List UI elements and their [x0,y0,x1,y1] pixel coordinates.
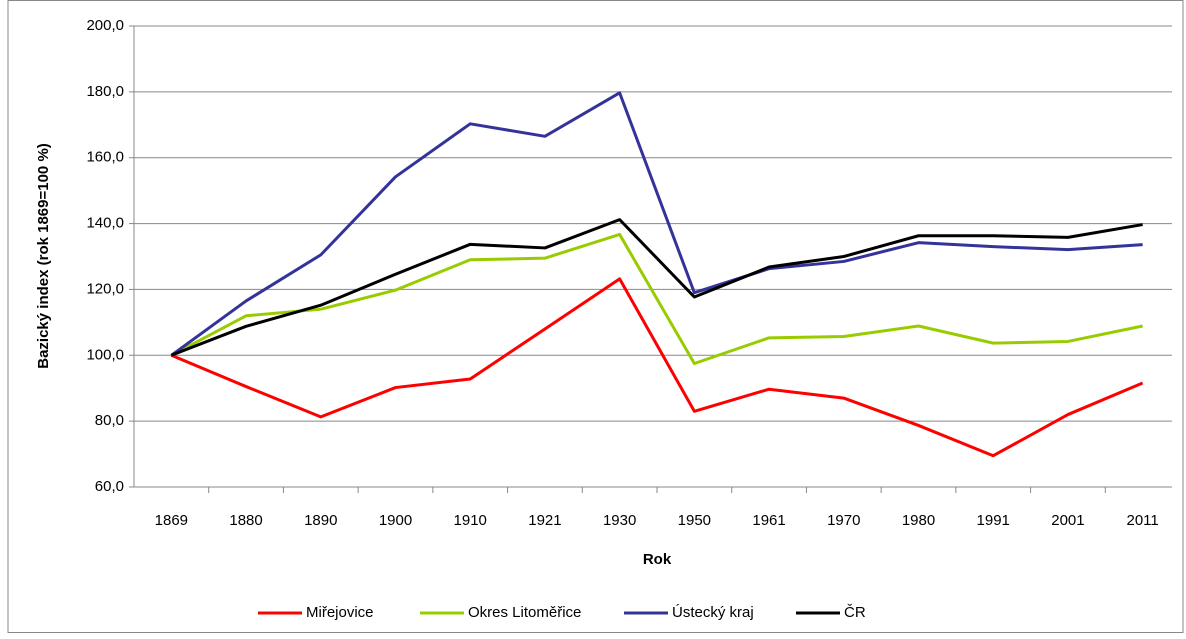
series-line [170,218,1143,357]
x-tick-label: 1980 [902,512,935,529]
y-tick-label: 80,0 [95,412,124,429]
series-line [170,232,1143,366]
y-tick-label: 60,0 [95,478,124,495]
y-axis-title: Bazický index (rok 1869=100 %) [35,143,52,369]
x-tick-label: 1900 [379,512,412,529]
y-tick-label: 120,0 [86,280,124,297]
legend-label: Okres Litoměřice [468,604,581,621]
y-tick-label: 140,0 [86,215,124,232]
y-tick-label: 200,0 [86,17,124,34]
x-tick-label: 1921 [528,512,561,529]
legend-label: Ústecký kraj [672,604,754,621]
x-tick-label: 2011 [1127,512,1159,529]
legend-label: ČR [844,604,866,621]
x-tick-label: 1950 [678,512,711,529]
series-line [170,277,1144,458]
x-tick-label: 1970 [827,512,860,529]
x-tick-label: 1961 [752,512,785,529]
y-tick-label: 180,0 [86,83,124,100]
x-tick-label: 1880 [229,512,262,529]
y-tick-label: 160,0 [86,149,124,166]
y-tick-label: 100,0 [86,346,124,363]
x-tick-label: 1930 [603,512,636,529]
x-axis-title: Rok [643,551,672,568]
legend-label: Miřejovice [306,604,374,621]
chart-border [7,0,1184,633]
x-tick-label: 1890 [304,512,337,529]
x-tick-label: 1869 [155,512,188,529]
x-tick-label: 2001 [1051,512,1084,529]
series-line [170,91,1143,357]
x-tick-label: 1910 [454,512,487,529]
x-tick-label: 1991 [977,512,1010,529]
